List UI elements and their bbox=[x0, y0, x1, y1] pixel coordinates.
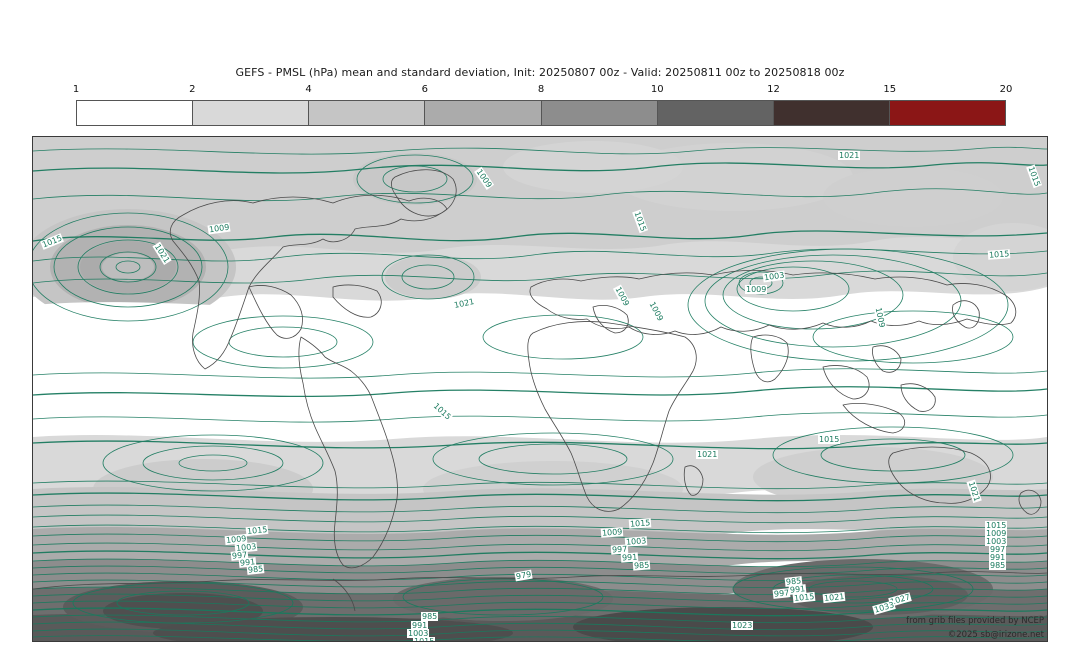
contour-label: 991 bbox=[411, 621, 429, 630]
contour-label: 1021 bbox=[696, 450, 719, 459]
colorbar-tick-12: 12 bbox=[767, 84, 780, 95]
contour-label: 1015 bbox=[430, 400, 454, 423]
copyright-credit: ©2025 sb@irizone.net bbox=[947, 630, 1044, 640]
contour-label: 985 bbox=[632, 560, 651, 571]
data-source-credit: from grib files provided by NCEP bbox=[906, 616, 1044, 626]
contour-label: 1009 bbox=[873, 305, 887, 330]
contour-label: 1021 bbox=[966, 479, 982, 504]
contour-label: 1009 bbox=[985, 529, 1008, 538]
colorbar-segment-4 bbox=[425, 101, 542, 125]
colorbar-segment-3 bbox=[309, 101, 426, 125]
contour-label: 1021 bbox=[838, 151, 861, 160]
colorbar-tick-2: 2 bbox=[189, 84, 196, 95]
contour-label: 985 bbox=[989, 561, 1007, 570]
contour-label: 1021 bbox=[452, 296, 477, 311]
contour-label: 1015 bbox=[818, 435, 841, 444]
contour-label: 1015 bbox=[987, 249, 1011, 260]
contour-label: 1015 bbox=[792, 591, 816, 604]
contour-label: 1009 bbox=[612, 284, 632, 309]
contour-label: 1003 bbox=[407, 629, 430, 638]
coastlines bbox=[33, 169, 1047, 612]
contour-label: 1033 bbox=[872, 600, 897, 615]
contour-label: 985 bbox=[421, 612, 439, 621]
contour-label: 1009 bbox=[207, 222, 231, 235]
colorbar-tick-1: 1 bbox=[72, 84, 80, 95]
colorbar-segment-2 bbox=[193, 101, 310, 125]
contour-label: 1009 bbox=[474, 166, 495, 191]
colorbar: 1 2 4 6 8 10 12 15 20 bbox=[72, 84, 1013, 128]
colorbar-segment-5 bbox=[541, 101, 658, 125]
page-title: GEFS - PMSL (hPa) mean and standard devi… bbox=[235, 66, 845, 79]
contour-label: 997 bbox=[772, 588, 791, 599]
contour-label: 1015 bbox=[632, 209, 649, 234]
contour-label: 1023 bbox=[731, 621, 754, 630]
contour-label: 1009 bbox=[745, 285, 768, 294]
contour-label: 1015 bbox=[1026, 164, 1043, 189]
colorbar-tick-labels: 1 2 4 6 8 10 12 15 20 bbox=[72, 84, 1013, 98]
contour-label: 991 bbox=[989, 553, 1007, 562]
colorbar-tick-15: 15 bbox=[883, 84, 897, 95]
contour-label: 1021 bbox=[152, 241, 172, 266]
contour-label: 1015 bbox=[628, 518, 652, 529]
colorbar-segment-8 bbox=[889, 101, 1005, 125]
contour-label: 1009 bbox=[646, 299, 666, 324]
colorbar-tick-20: 20 bbox=[999, 84, 1013, 95]
contour-label: 997 bbox=[989, 545, 1007, 554]
contour-label-layer: 1015 1021 1009 1009 1021 1021 1015 1015 1003 1009… bbox=[33, 137, 1047, 641]
contour-label: 985 bbox=[246, 564, 265, 575]
contour-label: 979 bbox=[514, 569, 533, 582]
contour-label: 1015 bbox=[245, 524, 269, 537]
map-canvas[interactable]: 1015 1021 1009 1009 1021 1021 1015 1015 1003 1009… bbox=[32, 136, 1048, 642]
contour-label: 1003 bbox=[624, 536, 648, 547]
colorbar-tick-10: 10 bbox=[650, 84, 664, 95]
colorbar-tick-8: 8 bbox=[537, 84, 545, 95]
contour-label: 1003 bbox=[762, 270, 786, 283]
colorbar-segment-7 bbox=[773, 101, 890, 125]
contour-label: 1015 bbox=[413, 637, 436, 641]
colorbar-segment-1 bbox=[77, 101, 194, 125]
contour-label: 1009 bbox=[600, 527, 624, 538]
map-svg bbox=[33, 137, 1047, 641]
colorbar-tick-6: 6 bbox=[421, 84, 428, 95]
colorbar-segments bbox=[76, 100, 1006, 126]
contour-label: 1015 bbox=[40, 233, 65, 250]
colorbar-tick-4: 4 bbox=[305, 84, 312, 95]
colorbar-segment-6 bbox=[657, 101, 774, 125]
contour-label: 1015 bbox=[985, 521, 1008, 530]
contour-label: 1021 bbox=[822, 591, 846, 604]
contour-label: 1003 bbox=[985, 537, 1008, 546]
